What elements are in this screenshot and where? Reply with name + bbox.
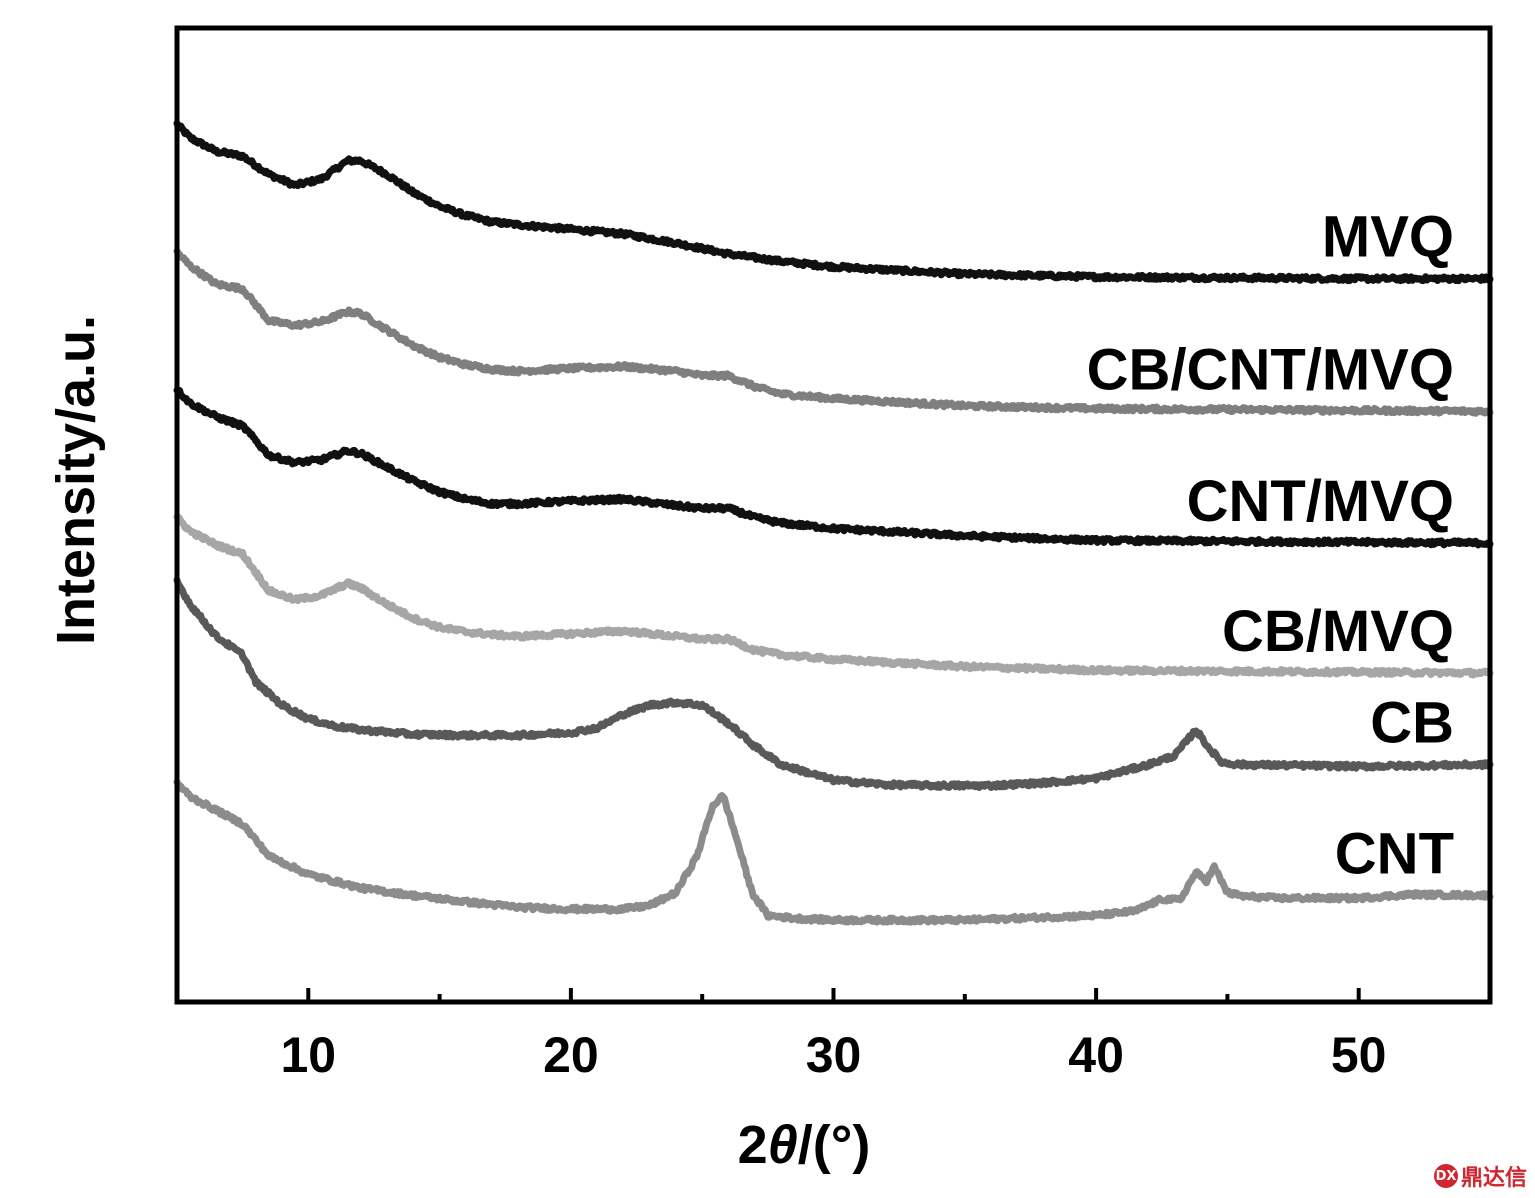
- series-label-cb-mvq: CB/MVQ: [1222, 599, 1454, 664]
- y-axis-title: Intensity/a.u.: [46, 315, 106, 645]
- x-axis-ticks: [306, 988, 1361, 1002]
- x-tick-label-40: 40: [1068, 1027, 1124, 1083]
- x-tick-label-30: 30: [806, 1027, 862, 1083]
- series-line-cb-mvq: [173, 513, 1494, 679]
- series-label-cb-cnt-mvq: CB/CNT/MVQ: [1087, 337, 1454, 402]
- series-layer: [173, 119, 1494, 926]
- series-label-cb: CB: [1370, 691, 1454, 756]
- watermark-text: 鼎达信: [1460, 1166, 1527, 1191]
- series-line-cnt: [173, 778, 1494, 926]
- watermark: DX 鼎达信: [1433, 1160, 1527, 1192]
- series-label-cnt: CNT: [1335, 821, 1454, 886]
- x-tick-label-20: 20: [543, 1027, 599, 1083]
- x-axis-title-prefix: 2: [738, 1115, 768, 1175]
- watermark-logo-icon: DX: [1433, 1164, 1458, 1188]
- series-line-mvq: [173, 119, 1494, 285]
- x-axis-title: 2θ/(°): [738, 1115, 871, 1175]
- series-line-cb-cnt-mvq: [173, 247, 1494, 417]
- x-axis-title-symbol: θ: [768, 1115, 798, 1175]
- series-label-mvq: MVQ: [1322, 205, 1454, 270]
- series-line-cb: [173, 576, 1494, 791]
- series-labels: MVQ CB/CNT/MVQ CNT/MVQ CB/MVQ CB CNT: [1087, 205, 1454, 887]
- series-line-cnt-mvq: [173, 386, 1494, 549]
- series-label-cnt-mvq: CNT/MVQ: [1187, 469, 1454, 534]
- x-axis-title-suffix: /(°): [798, 1115, 871, 1175]
- x-tick-label-10: 10: [280, 1027, 336, 1083]
- x-axis-tick-labels: 10 20 30 40 50: [280, 1027, 1386, 1083]
- x-tick-label-50: 50: [1331, 1027, 1387, 1083]
